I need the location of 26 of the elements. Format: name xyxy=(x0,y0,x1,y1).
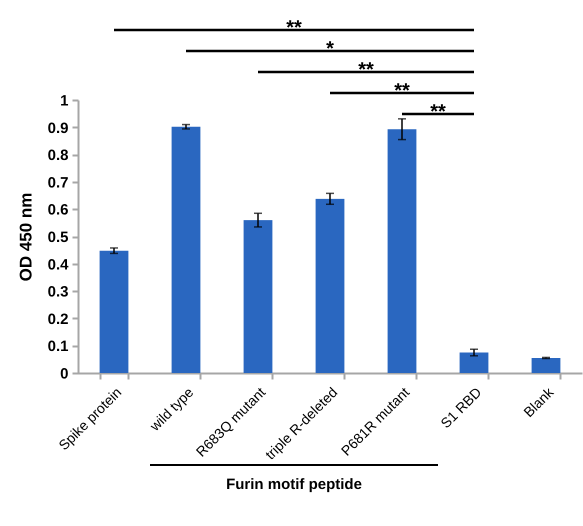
y-tick-label: 0 xyxy=(60,366,68,382)
bar xyxy=(532,358,560,373)
y-tick-label: 0.7 xyxy=(48,174,68,192)
y-tick-label: 0.9 xyxy=(48,120,68,137)
annotation: ** xyxy=(394,80,410,102)
y-tick-label: 0.6 xyxy=(48,202,68,219)
bar xyxy=(460,352,488,373)
text: * xyxy=(326,38,334,60)
y-tick-label: 0.1 xyxy=(48,338,68,356)
bar xyxy=(316,198,344,373)
text: ** xyxy=(358,59,374,81)
text: ** xyxy=(286,17,302,39)
bar xyxy=(244,220,272,373)
x-axis-title: Furin motif peptide xyxy=(226,476,362,493)
y-tick-label: 0.3 xyxy=(48,284,68,301)
bar xyxy=(172,126,200,373)
annotation: ** xyxy=(430,101,446,123)
y-tick-label: 0.8 xyxy=(48,147,68,164)
x-tick-label: wild type xyxy=(146,384,197,435)
y-tick-label: 0.4 xyxy=(48,256,70,274)
y-axis-title: OD 450 nm xyxy=(16,192,36,282)
y-tick-label: 0.5 xyxy=(48,229,68,246)
bar xyxy=(100,250,128,373)
y-tick-label: 0.2 xyxy=(48,310,68,328)
y-tick-label: 1 xyxy=(60,92,68,110)
bar xyxy=(388,129,416,373)
